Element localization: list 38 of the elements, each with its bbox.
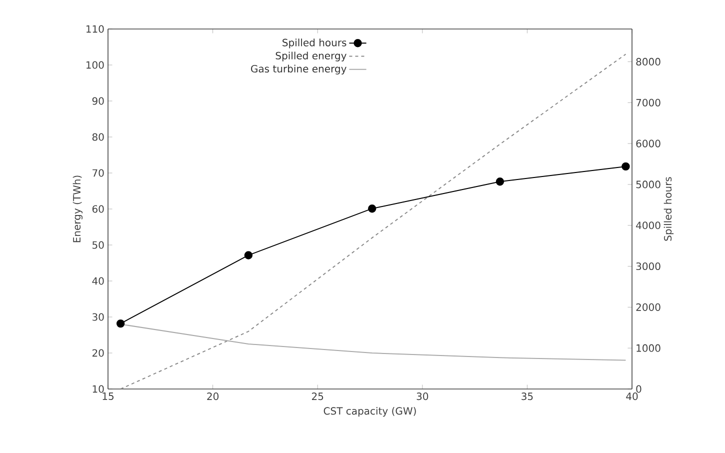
y2-tick-label: 8000 — [636, 58, 660, 66]
y-tick-label: 60 — [92, 205, 104, 213]
line-series — [120, 54, 626, 389]
y2-tick-label: 3000 — [636, 262, 660, 270]
y2-tick-label: 4000 — [636, 222, 660, 230]
y-tick-label: 90 — [92, 97, 104, 105]
y2-tick-label: 6000 — [636, 140, 660, 148]
point — [496, 177, 504, 186]
y-tick-label: 20 — [92, 349, 104, 357]
y-tick-label: 10 — [92, 385, 104, 393]
y2-tick-label: 5000 — [636, 180, 660, 188]
point — [116, 319, 125, 328]
point — [244, 251, 253, 260]
y-tick-label: 100 — [86, 61, 104, 69]
y-tick-label: 70 — [92, 169, 104, 177]
y2-tick-label: 0 — [636, 385, 642, 393]
x-tick-label: 15 — [102, 392, 114, 400]
x-tick-label: 30 — [416, 392, 428, 400]
legend-label: Spilled hours — [282, 38, 346, 48]
y2-tick-label: 1000 — [636, 344, 660, 352]
y2-axis-title: Spilled hours — [664, 177, 674, 241]
y2-tick-label: 7000 — [636, 98, 660, 106]
point — [622, 162, 630, 171]
y2-tick-label: 2000 — [636, 303, 660, 311]
point — [368, 204, 376, 213]
legend-label: Gas turbine energy — [251, 64, 346, 74]
x-tick-label: 25 — [312, 392, 324, 400]
x-tick-label: 40 — [626, 392, 638, 400]
y-tick-label: 50 — [92, 241, 104, 249]
y-tick-label: 110 — [86, 25, 104, 33]
x-tick-label: 35 — [522, 392, 533, 400]
y-tick-label: 40 — [92, 277, 104, 285]
y-tick-label: 80 — [92, 133, 104, 141]
y-axis-title: Energy (TWh) — [72, 176, 83, 242]
y-tick-label: 30 — [92, 313, 104, 321]
legend-label: Spilled energy — [276, 52, 346, 62]
x-axis-title: CST capacity (GW) — [324, 406, 416, 417]
x-tick-label: 20 — [207, 392, 219, 400]
